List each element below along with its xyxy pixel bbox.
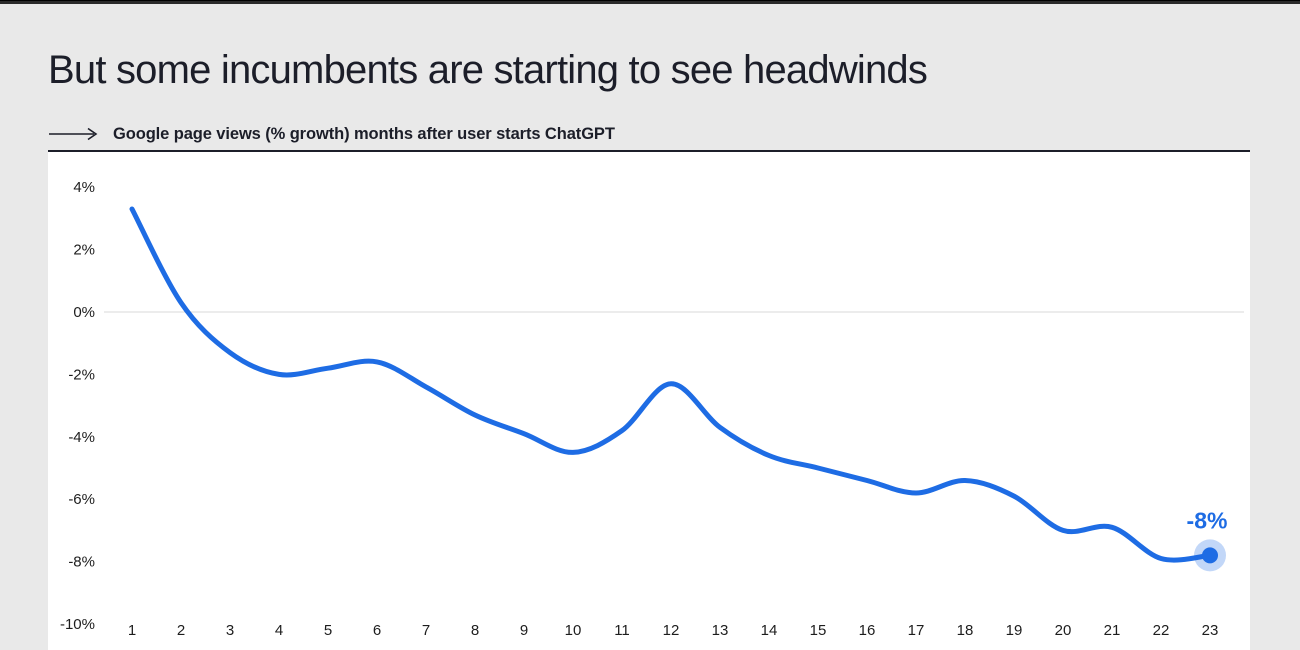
y-tick-label: -2% [68, 366, 95, 383]
end-value-label: -8% [1187, 507, 1228, 533]
x-tick-label: 2 [177, 622, 185, 639]
x-tick-label: 14 [761, 622, 778, 639]
y-tick-label: 2% [73, 242, 95, 259]
chart-svg: 4%2%0%-2%-4%-6%-8%-10% 1 2 3 4 5 6 7 8 9 10 11 12 13 1… [60, 179, 1244, 639]
x-tick-label: 17 [908, 622, 925, 639]
x-tick-label: 15 [810, 622, 827, 639]
x-tick-label: 11 [614, 622, 630, 639]
header-divider [48, 150, 1250, 152]
y-tick-label: 4% [73, 179, 95, 196]
long-right-arrow-icon [49, 127, 98, 141]
x-tick-label: 20 [1055, 622, 1072, 639]
x-tick-label: 3 [226, 622, 234, 639]
chart-subtitle-row: Google page views (% growth) months afte… [48, 123, 615, 145]
x-tick-label: 22 [1153, 622, 1170, 639]
x-tick-label: 16 [859, 622, 876, 639]
x-tick-label: 7 [422, 622, 430, 639]
y-tick-label: 0% [73, 304, 95, 321]
chart-subtitle: Google page views (% growth) months afte… [113, 124, 615, 143]
chart-panel: 4% 2% 0% -2% -4% -6% -8% -10% 1 2 3 4 5 6 7 8 9 10 11 12 13 1… [48, 152, 1250, 650]
x-tick-label: 10 [565, 622, 582, 639]
x-tick-label: 4 [275, 622, 283, 639]
x-tick-label: 18 [957, 622, 974, 639]
series-line [129, 206, 1213, 563]
x-tick-label: 9 [520, 622, 528, 639]
x-tick-label: 12 [663, 622, 680, 639]
x-tick-label: 21 [1104, 622, 1121, 639]
x-tick-label: 23 [1202, 622, 1219, 639]
top-bar [0, 0, 1300, 4]
x-tick-label: 1 [128, 622, 136, 639]
y-tick-label: -8% [68, 554, 95, 571]
y-tick-label: -10% [60, 616, 95, 633]
x-tick-label: 6 [373, 622, 381, 639]
y-tick-label: -4% [68, 429, 95, 446]
end-dot [1202, 547, 1218, 564]
x-tick-label: 13 [712, 622, 729, 639]
x-tick-label: 19 [1006, 622, 1023, 639]
x-tick-label: 8 [471, 622, 479, 639]
y-tick-label: -6% [68, 491, 95, 508]
page-title: But some incumbents are starting to see … [48, 48, 928, 92]
x-tick-label: 5 [324, 622, 332, 639]
